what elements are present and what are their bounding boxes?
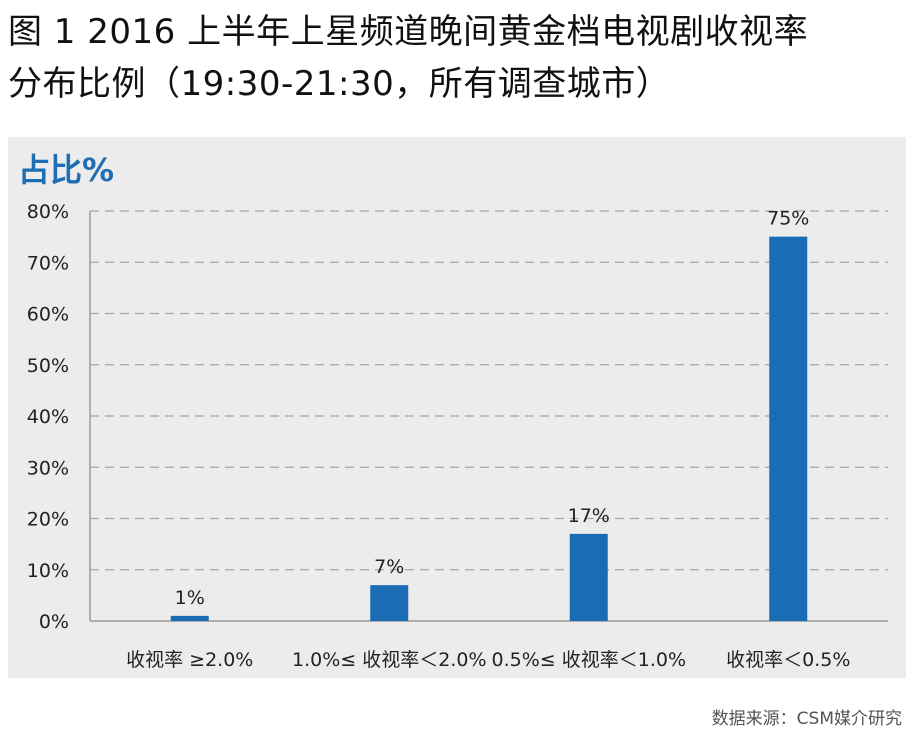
y-tick-label: 40% <box>27 406 69 428</box>
chart-panel: 占比% 0% 10% 20% 30% 40% 50% 60% 70% 80% 1% 收视率 ≥2.0… <box>8 137 906 678</box>
y-axis-unit-label: 占比% <box>18 151 115 189</box>
x-category-label: 收视率 ≥2.0% <box>126 649 253 671</box>
y-tick-label: 50% <box>27 355 69 377</box>
x-category-label: 0.5%≤ 收视率＜1.0% <box>492 649 687 671</box>
x-category-label: 1.0%≤ 收视率＜2.0% <box>292 649 487 671</box>
title-line-2: 分布比例（19:30-21:30，所有调查城市） <box>8 64 671 104</box>
y-tick-label: 10% <box>27 560 69 582</box>
source-note: 数据来源：CSM媒介研究 <box>711 709 902 729</box>
bar-data-label: 7% <box>374 556 404 578</box>
title-line-1: 图 1 2016 上半年上星频道晚间黄金档电视剧收视率 <box>8 12 809 52</box>
y-tick-label: 30% <box>27 457 69 479</box>
y-tick-label: 0% <box>39 611 69 633</box>
bar <box>370 585 409 621</box>
bar-data-label: 75% <box>767 208 809 230</box>
bar-data-label: 17% <box>568 505 610 527</box>
bar-data-label: 1% <box>175 587 205 609</box>
chart-title: 图 1 2016 上半年上星频道晚间黄金档电视剧收视率 分布比例（19:30-2… <box>8 6 912 110</box>
x-category-label: 收视率＜0.5% <box>726 649 850 671</box>
y-tick-label: 80% <box>27 201 69 223</box>
y-tick-label: 20% <box>27 509 69 531</box>
bar <box>170 615 209 621</box>
bar-chart: 0% 10% 20% 30% 40% 50% 60% 70% 80% 1% 收视率 ≥2.0% 7% 1… <box>27 201 888 671</box>
y-tick-label: 70% <box>27 252 69 274</box>
bar <box>569 533 608 621</box>
bar <box>769 236 808 621</box>
y-tick-label: 60% <box>27 304 69 326</box>
